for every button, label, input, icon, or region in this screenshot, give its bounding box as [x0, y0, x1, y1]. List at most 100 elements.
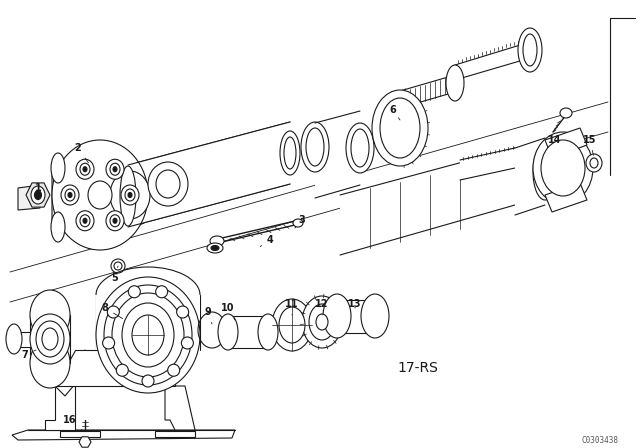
Ellipse shape	[148, 162, 188, 206]
Text: 14: 14	[548, 135, 562, 145]
Text: 13: 13	[348, 299, 362, 309]
Ellipse shape	[36, 321, 64, 357]
Ellipse shape	[518, 28, 542, 72]
Polygon shape	[155, 431, 195, 437]
Ellipse shape	[284, 137, 296, 169]
Circle shape	[108, 306, 119, 318]
Ellipse shape	[51, 153, 65, 183]
Polygon shape	[60, 431, 100, 437]
Circle shape	[181, 337, 193, 349]
Ellipse shape	[120, 166, 136, 226]
Polygon shape	[545, 183, 587, 212]
Ellipse shape	[110, 171, 150, 219]
Ellipse shape	[372, 90, 428, 166]
Polygon shape	[515, 138, 545, 215]
Ellipse shape	[446, 65, 464, 101]
Circle shape	[142, 375, 154, 387]
Polygon shape	[45, 386, 75, 430]
Text: 11: 11	[285, 299, 299, 315]
Polygon shape	[128, 122, 290, 227]
Polygon shape	[10, 332, 32, 347]
Text: 12: 12	[316, 299, 329, 315]
Ellipse shape	[302, 296, 342, 348]
Polygon shape	[337, 300, 375, 333]
Ellipse shape	[361, 294, 389, 338]
Ellipse shape	[590, 158, 598, 168]
Circle shape	[156, 286, 168, 298]
Text: 6: 6	[390, 105, 400, 120]
Ellipse shape	[301, 122, 329, 172]
Ellipse shape	[272, 299, 312, 351]
Ellipse shape	[207, 243, 223, 253]
Ellipse shape	[80, 163, 90, 175]
Ellipse shape	[35, 190, 42, 199]
Ellipse shape	[586, 154, 602, 172]
Polygon shape	[55, 350, 95, 396]
Text: 10: 10	[221, 303, 235, 320]
Ellipse shape	[113, 167, 117, 172]
Ellipse shape	[380, 98, 420, 158]
Ellipse shape	[293, 219, 303, 227]
Text: 7: 7	[22, 350, 36, 360]
Ellipse shape	[121, 185, 139, 205]
Ellipse shape	[218, 314, 238, 350]
Ellipse shape	[83, 218, 87, 223]
Polygon shape	[18, 185, 40, 210]
Ellipse shape	[280, 131, 300, 175]
Ellipse shape	[533, 132, 593, 204]
Polygon shape	[545, 128, 587, 158]
Text: 9: 9	[205, 307, 212, 324]
Ellipse shape	[541, 140, 585, 196]
Ellipse shape	[42, 328, 58, 350]
Text: 5: 5	[111, 266, 118, 283]
Polygon shape	[460, 148, 515, 180]
Polygon shape	[228, 316, 268, 348]
Ellipse shape	[104, 285, 192, 385]
Ellipse shape	[112, 293, 184, 377]
Circle shape	[102, 337, 115, 349]
Text: 8: 8	[102, 303, 123, 319]
Circle shape	[168, 364, 180, 376]
Ellipse shape	[351, 129, 369, 167]
Ellipse shape	[533, 144, 557, 200]
Ellipse shape	[111, 259, 125, 273]
Circle shape	[116, 364, 128, 376]
Polygon shape	[340, 148, 515, 255]
Polygon shape	[455, 42, 530, 80]
Ellipse shape	[211, 246, 219, 250]
Text: 3: 3	[295, 215, 305, 228]
Ellipse shape	[323, 294, 351, 338]
Text: 16: 16	[63, 415, 82, 430]
Ellipse shape	[523, 34, 537, 66]
Ellipse shape	[51, 212, 65, 242]
Ellipse shape	[132, 315, 164, 355]
Ellipse shape	[279, 307, 305, 343]
Ellipse shape	[125, 189, 135, 201]
Ellipse shape	[156, 170, 180, 198]
Ellipse shape	[122, 303, 174, 367]
Ellipse shape	[110, 163, 120, 175]
Text: 4: 4	[260, 235, 273, 246]
Polygon shape	[165, 386, 195, 430]
Ellipse shape	[114, 262, 122, 270]
Ellipse shape	[128, 193, 132, 198]
Ellipse shape	[30, 338, 70, 388]
Ellipse shape	[346, 123, 374, 173]
Text: C0303438: C0303438	[582, 435, 618, 444]
Ellipse shape	[31, 186, 45, 204]
Ellipse shape	[30, 290, 70, 340]
Ellipse shape	[316, 314, 328, 330]
Ellipse shape	[52, 140, 148, 250]
Ellipse shape	[80, 215, 90, 227]
Ellipse shape	[106, 211, 124, 231]
Ellipse shape	[110, 215, 120, 227]
Ellipse shape	[76, 159, 94, 179]
Ellipse shape	[96, 277, 200, 393]
Polygon shape	[79, 437, 91, 447]
Ellipse shape	[106, 159, 124, 179]
Ellipse shape	[83, 167, 87, 172]
Polygon shape	[52, 167, 65, 228]
Polygon shape	[30, 315, 70, 363]
Ellipse shape	[102, 163, 158, 227]
Ellipse shape	[68, 193, 72, 198]
